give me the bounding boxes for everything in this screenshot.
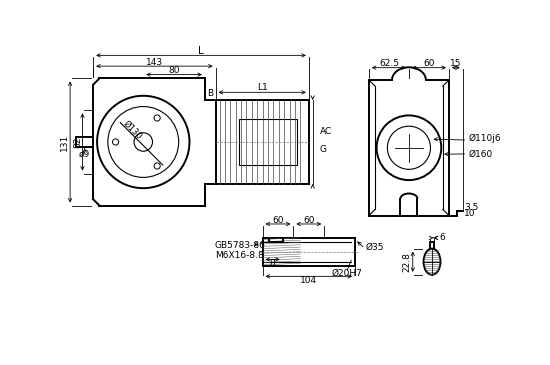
Text: Ø20H7: Ø20H7 <box>332 269 363 278</box>
Text: 82: 82 <box>73 136 82 148</box>
Text: Ø35: Ø35 <box>366 243 384 251</box>
Text: Ø130: Ø130 <box>122 119 144 141</box>
Text: 3.5: 3.5 <box>464 203 478 212</box>
Text: 60: 60 <box>423 59 434 68</box>
Bar <box>239 119 298 165</box>
Text: B: B <box>207 89 213 98</box>
Text: 22.8: 22.8 <box>402 252 411 272</box>
Text: M6X16-8.8: M6X16-8.8 <box>215 251 263 260</box>
Text: Ø160: Ø160 <box>469 149 493 158</box>
Text: AC: AC <box>320 127 332 136</box>
Text: 60: 60 <box>272 216 284 224</box>
Text: ø9: ø9 <box>79 150 90 159</box>
Text: L1: L1 <box>257 83 268 92</box>
Text: G: G <box>320 145 327 154</box>
Text: Ø110j6: Ø110j6 <box>469 134 502 143</box>
Text: GB5783-86: GB5783-86 <box>215 241 266 250</box>
Text: 62.5: 62.5 <box>379 59 399 68</box>
Text: 143: 143 <box>146 58 163 67</box>
Text: 60: 60 <box>303 216 315 224</box>
Text: 131: 131 <box>60 133 69 151</box>
Text: 15: 15 <box>450 59 461 68</box>
Text: 10: 10 <box>464 209 476 218</box>
Text: 8: 8 <box>270 259 276 268</box>
Text: 104: 104 <box>300 276 317 285</box>
Text: L: L <box>198 46 204 56</box>
Text: 6: 6 <box>440 233 446 242</box>
Text: 80: 80 <box>168 66 180 75</box>
